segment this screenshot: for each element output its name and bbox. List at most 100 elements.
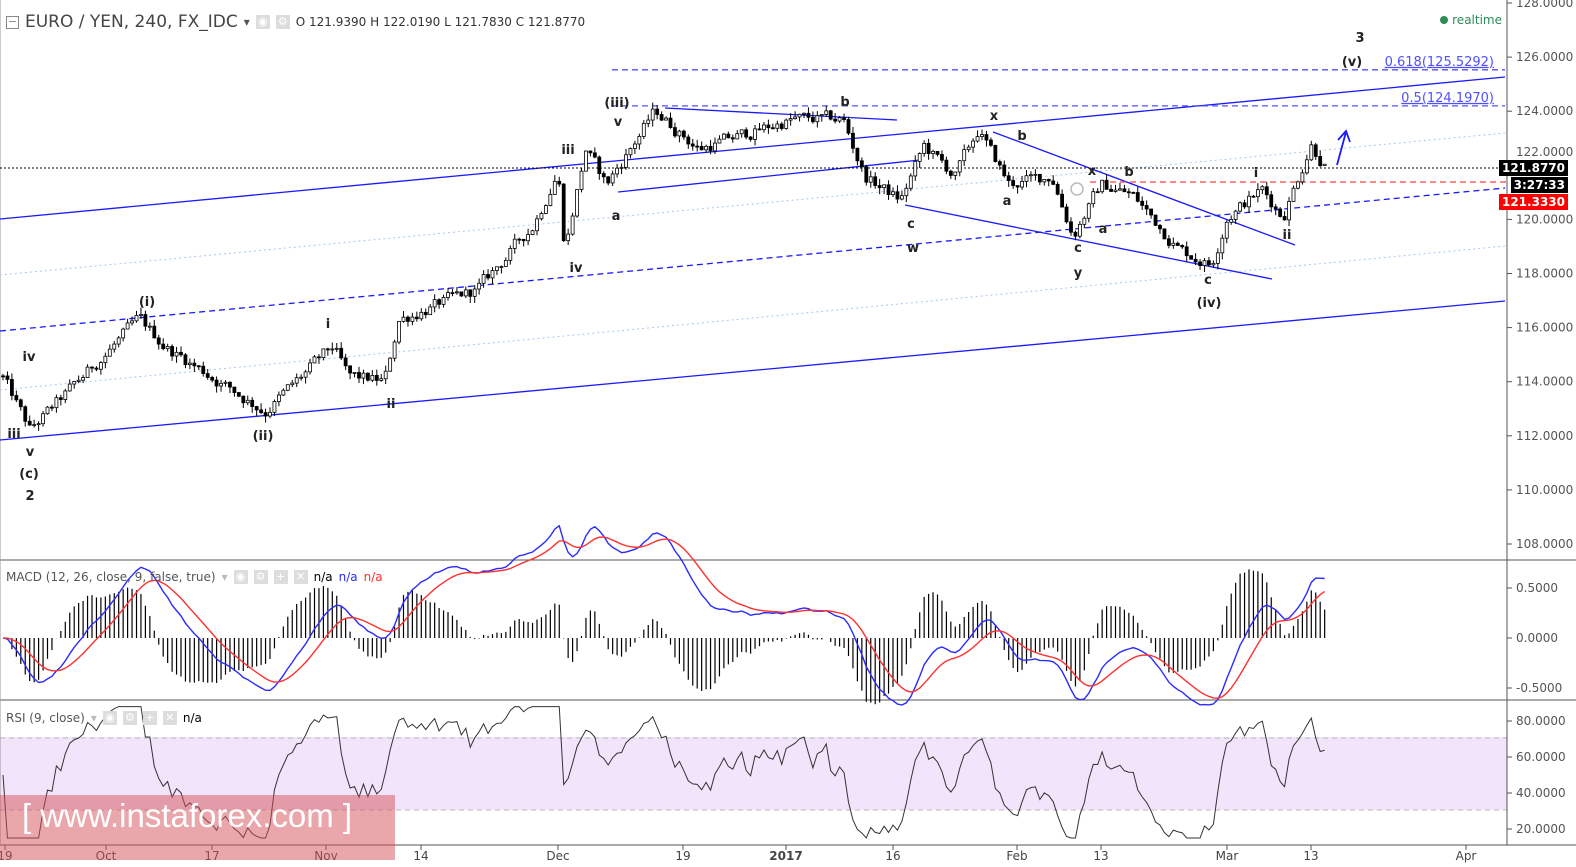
candle — [681, 129, 686, 140]
candle-body — [450, 292, 455, 294]
candle — [935, 150, 940, 157]
wave-label: b — [840, 95, 849, 110]
candle-body — [717, 138, 722, 144]
candle-body — [971, 140, 975, 148]
candle — [526, 228, 530, 246]
candle — [72, 380, 77, 389]
candle — [784, 118, 789, 130]
macd-title[interactable]: MACD (12, 26, close, 9, false, true) — [6, 570, 216, 584]
candle — [134, 310, 139, 323]
candle-body — [655, 108, 660, 115]
candle — [130, 316, 134, 326]
candle-body — [365, 372, 370, 381]
candle — [690, 138, 695, 151]
candle-body — [766, 124, 771, 129]
wave-label: a — [1003, 194, 1012, 209]
candle — [851, 126, 855, 154]
candle-body — [966, 146, 971, 151]
candle-body — [14, 395, 19, 401]
price-tick-label: 128.0000 — [1516, 0, 1573, 10]
chevron-down-icon[interactable]: ▾ — [221, 570, 228, 584]
candle — [112, 341, 117, 353]
candle-body — [868, 176, 873, 183]
candle-body — [1046, 179, 1051, 182]
candle — [276, 391, 281, 407]
macd-header: MACD (12, 26, close, 9, false, true) ▾ ◉… — [6, 570, 383, 584]
candle-body — [1144, 205, 1149, 210]
candle — [348, 365, 353, 380]
candle-body — [624, 154, 628, 168]
candle — [695, 139, 700, 152]
candle-body — [628, 148, 633, 156]
wave-label: x — [990, 109, 999, 124]
candle — [770, 123, 775, 130]
time-tick-label: 16 — [885, 849, 900, 863]
candle — [196, 364, 201, 371]
close-icon[interactable]: ✕ — [162, 711, 177, 725]
candle — [993, 144, 998, 163]
candle — [521, 238, 526, 247]
gear-icon[interactable]: ⚙ — [253, 570, 268, 584]
plus-icon[interactable]: + — [142, 711, 157, 725]
candle-body — [1233, 210, 1238, 220]
candle — [842, 113, 846, 123]
candle-body — [401, 316, 406, 322]
close-icon[interactable]: ✕ — [293, 570, 308, 584]
candle — [285, 384, 290, 392]
eye-icon[interactable]: ◉ — [102, 711, 117, 725]
rsi-tick-label: 40.0000 — [1516, 786, 1566, 800]
candle — [588, 150, 593, 157]
candle-body — [855, 147, 860, 162]
time-tick-label: Apr — [1456, 849, 1477, 863]
candle — [668, 112, 673, 129]
candle-body — [940, 154, 944, 161]
candle — [303, 369, 308, 384]
candle — [584, 150, 588, 172]
candle-body — [352, 372, 357, 374]
plus-icon[interactable]: + — [273, 570, 288, 584]
chevron-down-icon[interactable]: ▾ — [243, 15, 250, 29]
candle-body — [1033, 173, 1038, 176]
candle-body — [957, 160, 962, 173]
time-tick-label: Feb — [1006, 849, 1027, 863]
candle — [9, 373, 14, 401]
candle-body — [1135, 192, 1140, 202]
arrow-head-icon — [1337, 129, 1351, 143]
candle-body — [1322, 163, 1327, 167]
candle — [779, 121, 784, 131]
time-tick-label: Dec — [546, 849, 569, 863]
candle — [365, 372, 370, 382]
chevron-down-icon[interactable]: ▾ — [90, 711, 97, 725]
candle — [454, 287, 459, 295]
candle — [788, 113, 793, 126]
candle — [931, 149, 935, 159]
candle — [397, 320, 401, 345]
rsi-title[interactable]: RSI (9, close) — [6, 711, 85, 725]
eye-icon[interactable]: ◉ — [255, 15, 270, 29]
gear-icon[interactable]: ⚙ — [122, 711, 137, 725]
wave-label: a — [612, 209, 621, 224]
candle — [815, 111, 820, 128]
candle-body — [423, 311, 428, 316]
candle — [1291, 185, 1296, 202]
candle — [174, 346, 179, 363]
eye-icon[interactable]: ◉ — [233, 570, 248, 584]
symbol-title[interactable]: EURO / YEN, 240, FX_IDC — [25, 12, 238, 32]
candle-body — [236, 392, 241, 397]
candle — [1020, 175, 1024, 190]
candle — [383, 365, 388, 384]
candle — [1198, 259, 1202, 270]
wave-label: b — [1017, 129, 1026, 144]
candle-body — [1020, 180, 1024, 188]
candle-body — [1037, 173, 1042, 183]
candle-body — [673, 127, 677, 137]
candle-body — [1291, 187, 1296, 202]
candle-body — [659, 114, 664, 121]
gear-icon[interactable]: ⚙ — [275, 15, 290, 29]
candle — [321, 348, 326, 361]
candle — [806, 107, 811, 122]
candle-body — [63, 390, 68, 400]
candle — [868, 170, 873, 188]
collapse-icon[interactable]: − — [6, 14, 19, 29]
